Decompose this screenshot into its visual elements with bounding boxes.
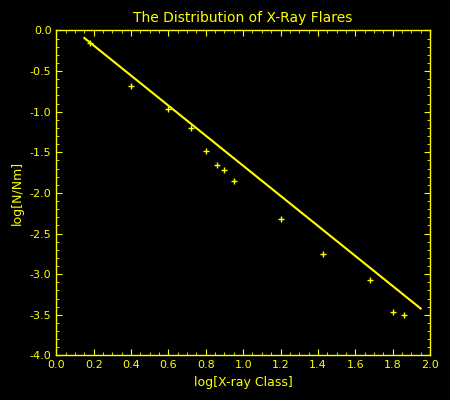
X-axis label: log[X-ray Class]: log[X-ray Class] <box>194 376 292 389</box>
Title: The Distribution of X-Ray Flares: The Distribution of X-Ray Flares <box>134 11 353 25</box>
Y-axis label: log[N/Nm]: log[N/Nm] <box>11 161 24 225</box>
